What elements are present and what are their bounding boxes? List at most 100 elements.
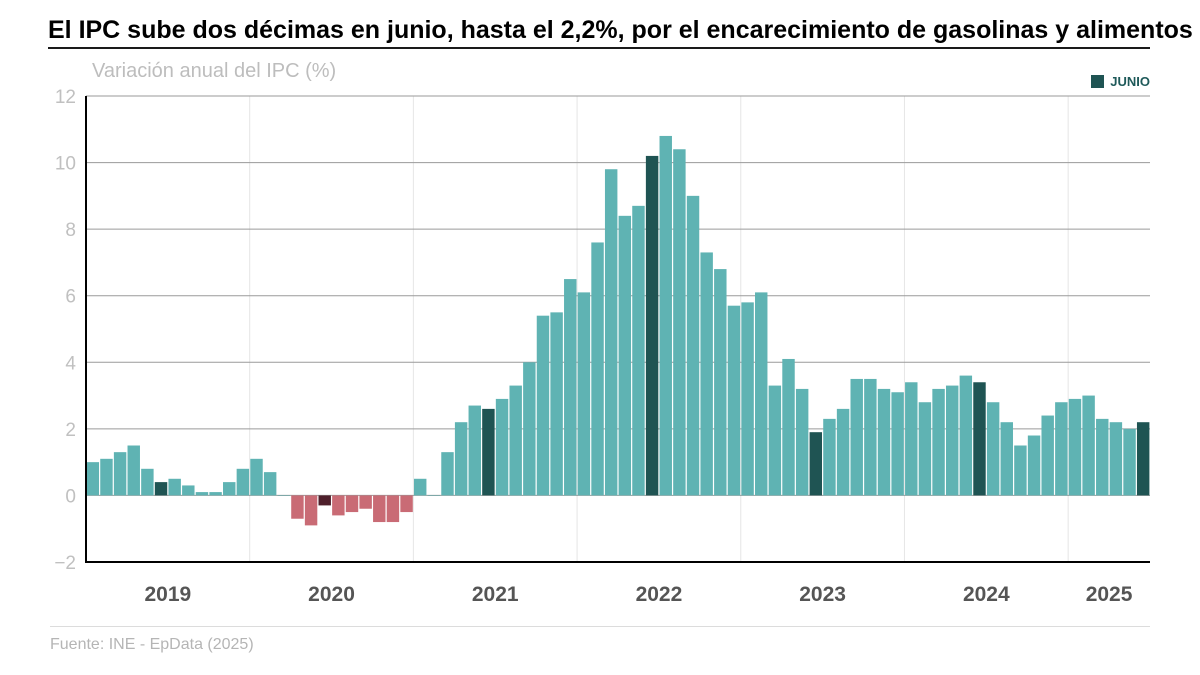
bar [332,495,345,516]
bar [1123,428,1136,496]
bar [659,135,672,496]
bar [768,385,782,496]
bar [495,398,509,496]
footer-divider [50,626,1150,627]
bar [209,492,222,496]
y-tick-label: 0 [65,486,76,507]
bar [195,492,209,496]
bar [782,358,795,496]
bar [250,458,263,496]
bar [236,468,250,496]
bar [1136,422,1150,496]
bar [823,418,836,496]
y-tick-label: −2 [54,553,76,574]
bar [482,408,495,496]
chart-subtitle: Variación anual del IPC (%) [92,60,337,82]
bar [932,388,945,496]
bar [686,195,700,496]
bar [509,385,522,496]
legend-label-junio: JUNIO [1110,74,1150,89]
bar [905,382,918,496]
bar [877,388,891,496]
bar [1027,435,1041,496]
bar [836,408,850,496]
bar [359,495,372,509]
bar [468,405,481,496]
bar [1096,418,1109,496]
bar [1014,445,1027,496]
bar [959,375,973,496]
bar [632,205,645,496]
bar [86,462,100,496]
bar [700,252,713,496]
bar [291,495,304,519]
bar [945,385,959,496]
bar [263,472,277,496]
bar [1055,402,1068,496]
bar [809,432,823,496]
bar [1000,422,1013,496]
y-tick-label: 4 [65,353,76,374]
source-note: Fuente: INE - EpData (2025) [50,636,254,653]
y-tick-label: 10 [55,154,76,175]
bar [168,478,181,496]
y-tick-label: 12 [55,87,76,108]
bar [714,269,727,496]
bar [577,292,591,496]
bar [413,478,427,496]
bar [1041,415,1054,496]
bar [113,452,127,496]
bar [891,392,904,496]
bar [1068,398,1082,496]
y-tick-label: 6 [65,287,76,308]
bar [795,388,809,496]
bar [618,215,632,496]
bar [864,378,877,496]
bar [304,495,318,526]
bar [550,312,563,496]
bar [400,495,413,513]
bar [986,402,1000,496]
x-year-label: 2024 [963,583,1010,606]
bar [918,402,932,496]
x-year-label: 2023 [799,583,846,606]
bar [604,169,618,496]
bar [277,495,291,496]
bar [386,495,400,523]
page-title: El IPC sube dos décimas en junio, hasta … [48,16,1193,44]
x-year-label: 2020 [308,583,355,606]
bar [645,155,659,496]
bar [564,279,577,496]
legend-swatch-junio [1091,75,1105,88]
bar [345,495,359,513]
bar [223,482,236,496]
bar [1109,422,1123,496]
title-divider [48,47,1150,49]
bar [441,452,454,496]
bar [318,495,331,506]
bar [536,315,550,496]
bar [973,382,986,496]
x-year-label: 2022 [636,583,683,606]
bar [427,495,441,496]
bar [755,292,768,496]
bar [100,458,113,496]
bar [154,482,168,496]
bar [182,485,195,496]
x-year-label: 2019 [144,583,191,606]
bar [1082,395,1095,496]
bar [127,445,140,496]
legend: JUNIO [1091,74,1150,89]
bar [523,362,536,496]
bar [673,149,686,496]
x-year-label: 2025 [1086,583,1133,606]
bar [454,422,468,496]
bar [591,242,604,496]
bar [850,378,863,496]
bar [727,305,741,496]
bar [741,302,754,496]
bar [141,468,154,496]
bar [373,495,386,523]
y-tick-label: 8 [65,220,76,241]
